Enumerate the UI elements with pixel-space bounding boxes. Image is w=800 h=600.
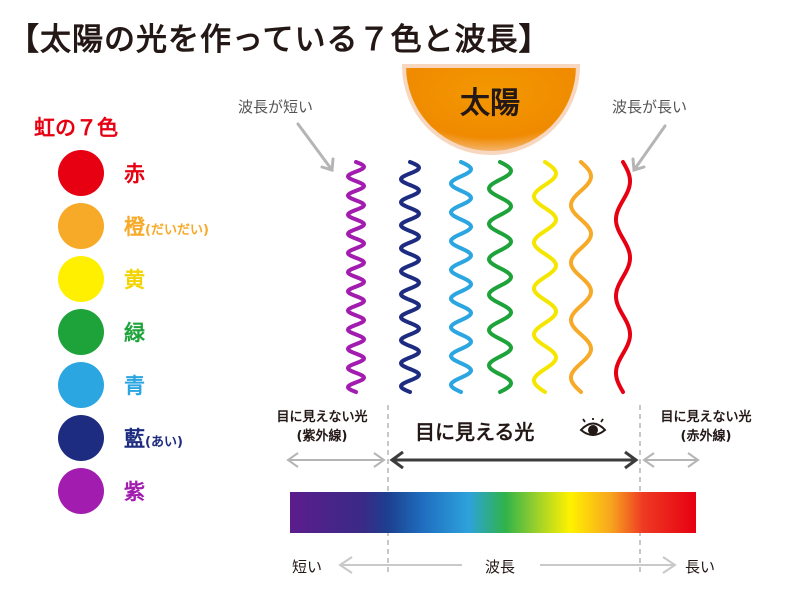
- wave-group: [345, 160, 633, 394]
- ultraviolet-label: 目に見えない光 (紫外線): [247, 408, 397, 446]
- legend-reading: (あい): [145, 435, 183, 450]
- legend-swatch: [58, 362, 104, 408]
- legend-swatch: [58, 309, 104, 355]
- light-wave: [613, 160, 633, 394]
- visible-light-label: 目に見える光: [415, 420, 535, 444]
- legend-label-text: 橙: [124, 215, 145, 239]
- legend-label: 橙(だいだい): [124, 211, 209, 241]
- legend-label-text: 紫: [124, 480, 145, 504]
- legend-label: 藍(あい): [124, 423, 183, 453]
- light-wave: [398, 160, 422, 394]
- light-wave: [568, 160, 594, 394]
- infrared-label-line2: (赤外線): [680, 429, 732, 444]
- infrared-label: 目に見えない光 (赤外線): [631, 408, 781, 446]
- legend-swatch: [58, 150, 104, 196]
- sun-label: 太陽: [460, 86, 520, 121]
- legend-item: 橙(だいだい): [58, 203, 358, 251]
- uv-range-arrow: [286, 452, 386, 468]
- light-wave: [531, 160, 559, 394]
- light-wave: [487, 160, 514, 394]
- short-wavelength-pointer: [296, 122, 335, 172]
- spectrum-bar: [290, 492, 696, 533]
- ultraviolet-label-line2: (紫外線): [296, 429, 348, 444]
- legend-reading: (だいだい): [145, 223, 209, 238]
- ultraviolet-label-line1: 目に見えない光: [276, 410, 368, 425]
- sun-icon: [401, 64, 581, 155]
- short-wavelength-note: 波長が短い: [238, 98, 314, 116]
- legend-label: 青: [124, 370, 145, 400]
- legend-label-text: 黄: [124, 268, 145, 292]
- ir-range-arrow: [642, 452, 700, 468]
- visible-range-arrow: [389, 450, 639, 470]
- legend-swatch: [58, 256, 104, 302]
- legend-label: 紫: [124, 476, 145, 506]
- legend-label: 緑: [124, 317, 145, 347]
- axis-long-label: 長い: [685, 558, 716, 576]
- legend-item: 黄: [58, 256, 358, 304]
- legend-swatch: [58, 468, 104, 514]
- legend-item: 赤: [58, 150, 358, 198]
- eye-icon: [579, 418, 607, 436]
- legend-item: 青: [58, 362, 358, 410]
- legend-swatch: [58, 203, 104, 249]
- legend-label: 黄: [124, 264, 145, 294]
- long-wavelength-pointer: [631, 124, 667, 172]
- diagram-title: 【太陽の光を作っている７色と波長】: [8, 22, 551, 58]
- light-wave: [449, 160, 473, 394]
- legend-item: 紫: [58, 468, 358, 516]
- legend-swatch: [58, 415, 104, 461]
- light-wave: [345, 160, 367, 394]
- legend-label-text: 緑: [124, 321, 145, 345]
- long-wavelength-note: 波長が長い: [612, 98, 688, 116]
- infrared-label-line1: 目に見えない光: [660, 410, 752, 425]
- legend-label-text: 藍: [124, 427, 145, 451]
- legend-item: 緑: [58, 309, 358, 357]
- legend-item: 藍(あい): [58, 415, 358, 463]
- legend-label: 赤: [124, 158, 145, 188]
- legend-label-text: 赤: [124, 162, 145, 186]
- axis-short-label: 短い: [292, 558, 323, 576]
- wavelength-axis-arrow: [338, 556, 677, 574]
- axis-wavelength-label: 波長: [485, 558, 516, 576]
- legend-heading: 虹の７色: [34, 116, 118, 140]
- legend-label-text: 青: [124, 374, 145, 398]
